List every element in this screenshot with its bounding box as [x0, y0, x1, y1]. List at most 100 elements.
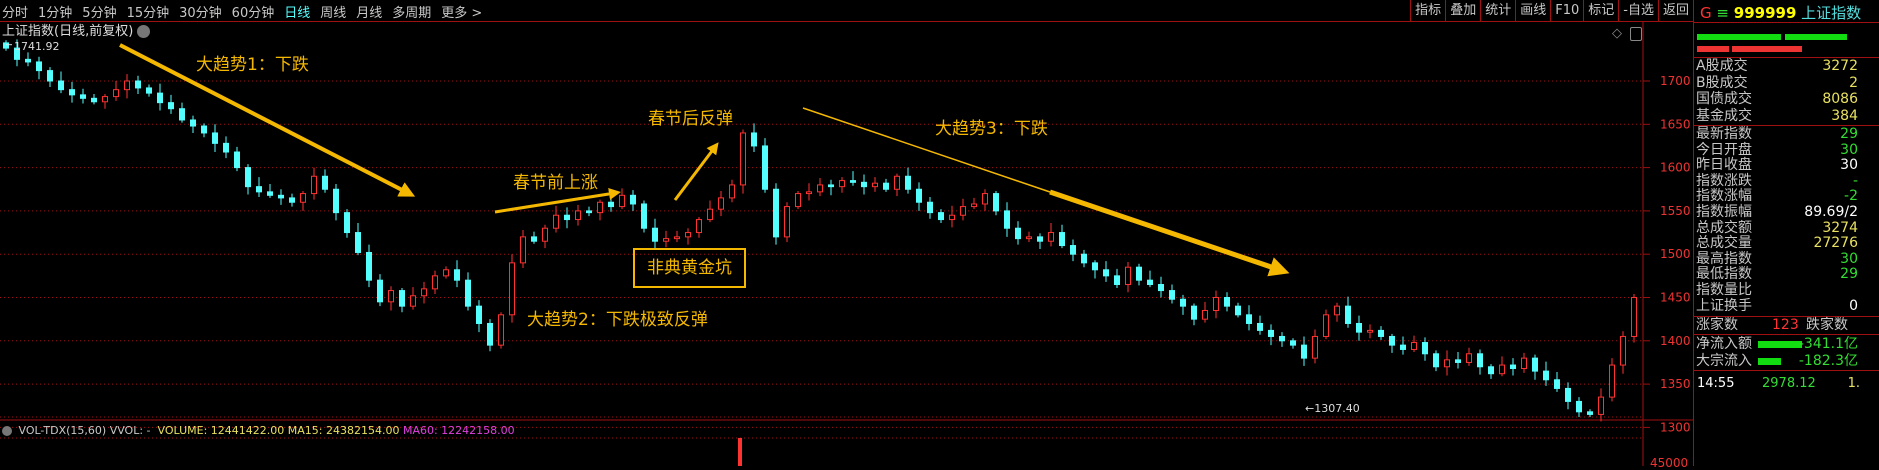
quote-value: - [1852, 172, 1858, 189]
panel-toggle-icon[interactable] [1630, 27, 1642, 41]
period-5[interactable]: 60分钟 [231, 5, 275, 21]
candle-body [36, 61, 42, 72]
post-festival-arrow [673, 142, 719, 201]
chart-title: 上证指数(日线,前复权) [2, 24, 151, 39]
period-1[interactable]: 1分钟 [38, 5, 73, 21]
candle-body [311, 175, 317, 195]
candle-body [91, 97, 97, 103]
candle-body [1345, 305, 1351, 324]
quote-value: -2 [1844, 188, 1858, 205]
candle-body [619, 194, 625, 208]
indicator-name[interactable]: VOL-TDX(15,60) [18, 424, 107, 437]
tool-button-2[interactable]: 统计 [1480, 0, 1515, 22]
quote-label: 指数涨跌 [1696, 172, 1752, 189]
quote-row: A股成交 3272 [1694, 58, 1860, 75]
candle-body [344, 212, 350, 234]
annotation-trend3: 大趋势3：下跌 [935, 119, 1048, 139]
decline-label: 跌家数 [1806, 317, 1848, 333]
tool-button-0[interactable]: 指标 [1410, 0, 1445, 22]
candle-body [1499, 364, 1505, 375]
period-8[interactable]: 月线 [356, 5, 383, 21]
candle-body [641, 203, 647, 229]
candle-body [1488, 366, 1494, 375]
y-tick-label: 1450 [1660, 291, 1691, 305]
candle-body [487, 322, 493, 346]
indicator-options-icon[interactable] [2, 426, 12, 436]
candle-body [146, 87, 152, 94]
candle-body [817, 184, 823, 193]
tool-button-3[interactable]: 画线 [1515, 0, 1550, 22]
candle-body [1092, 262, 1098, 271]
quote-value: 29 [1840, 126, 1858, 142]
quote-row: B股成交 2 [1694, 75, 1860, 92]
period-10[interactable]: 更多 > [441, 5, 483, 21]
tool-button-1[interactable]: 叠加 [1445, 0, 1480, 22]
candle-body [201, 125, 207, 134]
candle-body [839, 180, 845, 188]
quote-value: 27276 [1813, 235, 1858, 252]
candle-body [1070, 245, 1076, 255]
period-7[interactable]: 周线 [320, 5, 347, 21]
candle-body [1631, 297, 1637, 337]
quote-row: 国债成交 8086 [1694, 91, 1860, 108]
period-4[interactable]: 30分钟 [179, 5, 222, 21]
candle-body [366, 251, 372, 281]
candle-body [322, 175, 328, 190]
candle-body [1114, 275, 1120, 286]
quote-row: 总成交额 3274 [1694, 220, 1860, 237]
candle-body [740, 132, 746, 186]
candle-body [69, 89, 75, 96]
candle-body [1246, 314, 1252, 324]
stock-name: 上证指数 [1801, 4, 1862, 22]
diamond-icon[interactable]: ◇ [1612, 26, 1622, 41]
period-3[interactable]: 15分钟 [126, 5, 170, 21]
candle-body [1169, 290, 1175, 300]
period-9[interactable]: 多周期 [392, 5, 432, 21]
tick-price: 2978.12 [1762, 376, 1816, 391]
advance-label: 涨家数 [1696, 317, 1738, 333]
quote-row: 最低指数 29 [1694, 266, 1860, 283]
candle-body [905, 175, 911, 190]
y-tick-label: 1550 [1660, 204, 1691, 218]
candle-body [916, 188, 922, 203]
period-tabs: 分时 1分钟 5分钟 15分钟 30分钟 60分钟 日线 周线 月线 多周期 更多 > [2, 0, 482, 22]
candle-body [1224, 297, 1230, 307]
candle-body [1433, 353, 1439, 368]
g-icon[interactable]: G [1700, 4, 1712, 22]
period-6[interactable]: 日线 [284, 5, 311, 21]
candle-body [432, 275, 438, 290]
quote-row: 最新指数 29 [1694, 126, 1860, 143]
quote-label: 今日开盘 [1696, 141, 1752, 158]
candle-body [234, 151, 240, 169]
tool-button-4[interactable]: F10 [1550, 0, 1583, 22]
candle-body [14, 47, 20, 60]
candle-body [388, 290, 394, 303]
quote-value: 8086 [1822, 91, 1858, 107]
period-2[interactable]: 5分钟 [82, 5, 117, 21]
panel-header: G ≡ 999999 上证指数 [1700, 2, 1861, 23]
quote-panel: G ≡ 999999 上证指数 A股成交 3272 B股成交 2 国债成交 8086 基金成… [1693, 0, 1879, 466]
candle-body [553, 214, 559, 229]
candle-body [1598, 396, 1604, 415]
candle-body [113, 89, 119, 98]
candle-body [1367, 329, 1373, 333]
chart-options-icon[interactable] [137, 25, 151, 38]
candle-body [1356, 322, 1362, 333]
tool-button-5[interactable]: 标记 [1583, 0, 1618, 22]
candle-body [1136, 266, 1142, 281]
quote-row: 最高指数 30 [1694, 251, 1860, 268]
candle-body [102, 96, 108, 103]
net-inflow-row: 净流入额 -341.1亿 [1694, 336, 1860, 353]
quote-row: 指数振幅 89.69/2 [1694, 204, 1860, 221]
tool-button-7[interactable]: 返回 [1657, 0, 1693, 22]
volume-value: VOLUME: 12441422.00 [157, 424, 285, 437]
candle-body [421, 288, 427, 297]
candle-body [1257, 322, 1263, 331]
quote-label: 最高指数 [1696, 250, 1752, 267]
candle-body [3, 42, 9, 49]
tool-button-6[interactable]: -自选 [1618, 0, 1658, 22]
period-0[interactable]: 分时 [2, 5, 29, 21]
candle-body [883, 182, 889, 190]
menu-icon[interactable]: ≡ [1716, 4, 1729, 22]
candle-body [1158, 284, 1164, 292]
